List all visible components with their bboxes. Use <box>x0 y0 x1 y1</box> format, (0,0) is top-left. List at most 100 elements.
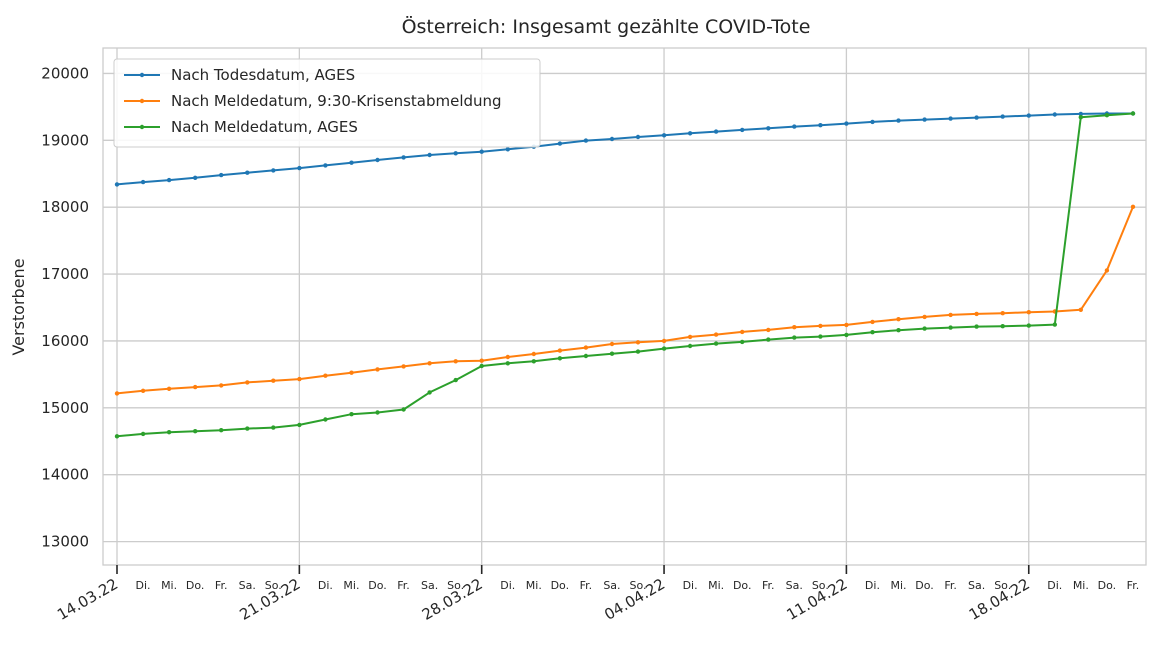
data-point <box>1026 323 1032 328</box>
data-point <box>1130 204 1136 209</box>
data-point <box>271 378 276 383</box>
data-point <box>427 361 432 366</box>
weekday-label: So. <box>994 579 1011 592</box>
data-point <box>635 349 641 354</box>
data-point <box>140 179 146 185</box>
data-point <box>740 339 745 345</box>
data-point <box>453 359 458 364</box>
data-point <box>1104 113 1110 118</box>
data-point <box>297 422 302 428</box>
data-point <box>193 384 198 390</box>
weekday-label: Sa. <box>421 579 438 592</box>
data-point <box>922 326 927 331</box>
data-point <box>896 328 901 333</box>
data-point <box>713 129 719 134</box>
data-point <box>479 149 484 154</box>
series-line <box>116 206 1134 395</box>
data-point <box>948 116 953 121</box>
weekday-label: Fr. <box>580 579 593 592</box>
data-point <box>453 151 458 156</box>
y-axis-ticks: 13000 14000 15000 16000 17000 18000 19000 20000 <box>41 64 89 550</box>
data-point <box>1052 322 1058 327</box>
data-point <box>896 118 901 123</box>
data-point <box>635 340 641 345</box>
data-point <box>271 168 276 173</box>
data-point <box>427 390 432 395</box>
data-point <box>297 165 302 171</box>
data-point <box>114 391 120 396</box>
weekday-label: Do. <box>915 579 934 592</box>
data-point <box>557 348 563 353</box>
data-point <box>766 126 771 131</box>
weekday-label: So. <box>265 579 282 592</box>
weekday-label: Sa. <box>968 579 985 592</box>
data-point <box>1104 268 1110 273</box>
data-point <box>114 182 120 187</box>
legend-marker <box>139 98 145 104</box>
y-tick-label: 15000 <box>41 399 89 417</box>
data-point <box>557 356 563 361</box>
data-point <box>375 157 380 163</box>
data-point <box>219 383 224 388</box>
data-point <box>818 334 823 339</box>
series-line <box>116 112 1133 186</box>
data-point <box>297 376 302 382</box>
data-point <box>323 163 328 168</box>
data-point <box>453 377 458 383</box>
data-point <box>766 337 771 342</box>
data-point <box>1130 111 1136 116</box>
data-point <box>609 351 615 356</box>
weekday-label: Mi. <box>526 579 542 592</box>
weekday-label: Fr. <box>944 579 957 592</box>
weekday-label: Fr. <box>1127 579 1140 592</box>
data-point <box>271 425 276 430</box>
data-point <box>713 332 719 337</box>
weekday-label: Mi. <box>890 579 906 592</box>
weekday-label: Do. <box>1098 579 1117 592</box>
data-point <box>844 121 849 126</box>
data-point <box>323 417 328 422</box>
weekday-label: Mi. <box>708 579 724 592</box>
data-point <box>349 370 354 375</box>
data-point <box>583 353 589 359</box>
data-point <box>687 334 693 340</box>
data-point <box>609 136 615 142</box>
weekday-label: Sa. <box>786 579 803 592</box>
legend-label: Nach Todesdatum, AGES <box>171 66 355 84</box>
data-point <box>505 147 510 152</box>
weekday-label: Sa. <box>239 579 256 592</box>
legend-frame <box>113 58 541 148</box>
weekday-label: So. <box>629 579 646 592</box>
data-point <box>427 152 432 158</box>
weekday-label: Di. <box>500 579 515 592</box>
data-point <box>766 327 771 333</box>
y-tick-label: 13000 <box>41 533 89 551</box>
data-point <box>531 351 536 357</box>
y-tick-label: 18000 <box>41 198 89 216</box>
data-point <box>635 134 641 140</box>
data-point <box>1026 310 1032 315</box>
data-point <box>479 358 484 363</box>
data-point <box>1078 111 1084 117</box>
data-point <box>557 141 563 146</box>
data-point <box>974 311 979 317</box>
data-point <box>219 172 224 178</box>
data-point <box>219 428 224 433</box>
data-point <box>661 338 667 344</box>
data-point <box>740 329 745 335</box>
data-point <box>1026 113 1032 118</box>
data-point <box>870 319 875 325</box>
weekday-label: Di. <box>136 579 151 592</box>
data-point <box>583 345 589 350</box>
data-point <box>687 343 693 349</box>
data-point <box>193 429 198 434</box>
weekday-label: Di. <box>683 579 698 592</box>
y-tick-label: 17000 <box>41 265 89 283</box>
data-point <box>1000 324 1005 329</box>
series-line <box>116 112 1134 438</box>
data-point <box>948 312 953 318</box>
legend-label: Nach Meldedatum, AGES <box>171 118 358 136</box>
series-group <box>114 204 1136 396</box>
plot-frame <box>102 47 1147 566</box>
